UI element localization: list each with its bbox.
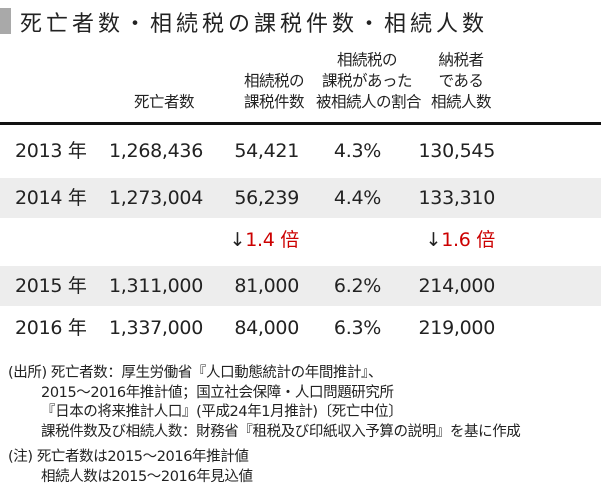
header-ratio: 相続税の 課税があった 被相続人の割合 (316, 50, 422, 113)
cases-cell: 81,000 (234, 275, 299, 297)
cases-growth-value: 1.4 倍 (245, 229, 299, 251)
cases-cell: 54,421 (234, 140, 299, 162)
heirs-growth: ↓1.6 倍 (425, 220, 496, 260)
heirs-cell: 130,545 (418, 140, 496, 162)
header-line: 相続税の (243, 72, 305, 90)
footnotes: (注) 死亡者数は2015～2016年推計値 相続人数は2015～2016年見込… (8, 448, 253, 487)
ratio-cell: 6.3% (333, 317, 381, 339)
header-deaths: 死亡者数 (128, 92, 200, 113)
header-line: 被相続人の割合 (316, 93, 422, 111)
year-cell: 2016 年 (15, 317, 87, 339)
deaths-cell: 1,273,004 (109, 187, 203, 209)
year-cell: 2015 年 (15, 275, 87, 297)
ratio-cell: 6.2% (333, 275, 381, 297)
deaths-cell: 1,311,000 (109, 275, 203, 297)
cases-cell: 56,239 (234, 187, 299, 209)
page-title: 死亡者数・相続税の課税件数・相続人数 (20, 12, 489, 37)
header-line: 課税があった (321, 72, 413, 90)
note-line: 相続人数は2015～2016年見込値 (41, 468, 253, 485)
header-line: 死亡者数 (133, 93, 195, 111)
year-cell: 2014 年 (15, 187, 87, 209)
title-marker (0, 8, 11, 34)
ratio-cell: 4.4% (333, 187, 381, 209)
header-line: 相続税の (336, 51, 398, 69)
ratio-cell: 4.3% (333, 140, 381, 162)
table-row: 2016 年 1,337,000 84,000 6.3% 219,000 (0, 308, 601, 348)
heirs-cell: 219,000 (418, 317, 496, 339)
table-row: 2013 年 1,268,436 54,421 4.3% 130,545 (0, 131, 601, 171)
down-arrow-icon: ↓ (425, 229, 442, 251)
header-line: 課税件数 (243, 93, 305, 111)
header-heirs: 納税者 である 相続人数 (428, 50, 494, 113)
header-line: 相続人数 (430, 93, 492, 111)
deaths-cell: 1,337,000 (109, 317, 203, 339)
note-line: (注) 死亡者数は2015～2016年推計値 (8, 449, 249, 465)
down-arrow-icon: ↓ (229, 229, 246, 251)
source-line: (出所) 死亡者数：厚生労働省『人口動態統計の年間推計』、 (8, 365, 383, 381)
source-line: 課税件数及び相続人数：財務省『租税及び印紙収入予算の説明』を基に作成 (41, 423, 521, 440)
source-notes: (出所) 死亡者数：厚生労働省『人口動態統計の年間推計』、 2015～2016年… (8, 364, 521, 442)
header-divider (0, 122, 601, 125)
growth-row: ↓1.4 倍 ↓1.6 倍 (0, 220, 601, 260)
table-row: 2015 年 1,311,000 81,000 6.2% 214,000 (0, 266, 601, 306)
heirs-cell: 133,310 (418, 187, 496, 209)
cases-growth: ↓1.4 倍 (229, 220, 300, 260)
deaths-cell: 1,268,436 (109, 140, 203, 162)
source-line: 2015～2016年推計値；国立社会保障・人口問題研究所 (41, 384, 394, 401)
header-taxable-cases: 相続税の 課税件数 (236, 71, 312, 113)
header-line: である (438, 72, 484, 90)
source-line: 『日本の将来推計人口』(平成24年1月推計)〔死亡中位〕 (41, 404, 403, 420)
heirs-growth-value: 1.6 倍 (441, 229, 495, 251)
heirs-cell: 214,000 (418, 275, 496, 297)
table-row: 2014 年 1,273,004 56,239 4.4% 133,310 (0, 178, 601, 218)
year-cell: 2013 年 (15, 140, 87, 162)
cases-cell: 84,000 (234, 317, 299, 339)
header-line: 納税者 (438, 51, 484, 69)
